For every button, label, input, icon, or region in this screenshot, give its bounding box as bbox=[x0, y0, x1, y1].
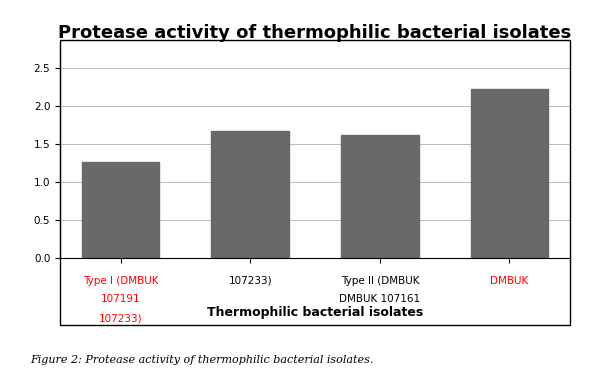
Text: DMBUK 107161: DMBUK 107161 bbox=[339, 294, 421, 304]
Text: Type I (DMBUK: Type I (DMBUK bbox=[83, 276, 158, 285]
Text: Thermophilic bacterial isolates: Thermophilic bacterial isolates bbox=[207, 306, 423, 319]
Bar bbox=[211, 131, 289, 258]
Text: 107191: 107191 bbox=[101, 294, 140, 304]
Text: Figure 2: Protease activity of thermophilic bacterial isolates.: Figure 2: Protease activity of thermophi… bbox=[30, 355, 373, 365]
Text: Type II (DMBUK: Type II (DMBUK bbox=[341, 276, 419, 285]
Bar bbox=[341, 135, 419, 258]
Text: 107233): 107233) bbox=[98, 314, 142, 323]
Text: 107233): 107233) bbox=[229, 276, 272, 285]
Bar bbox=[470, 89, 548, 258]
Bar bbox=[82, 162, 160, 258]
Text: DMBUK: DMBUK bbox=[490, 276, 529, 285]
Title: Protease activity of thermophilic bacterial isolates: Protease activity of thermophilic bacter… bbox=[58, 24, 572, 42]
